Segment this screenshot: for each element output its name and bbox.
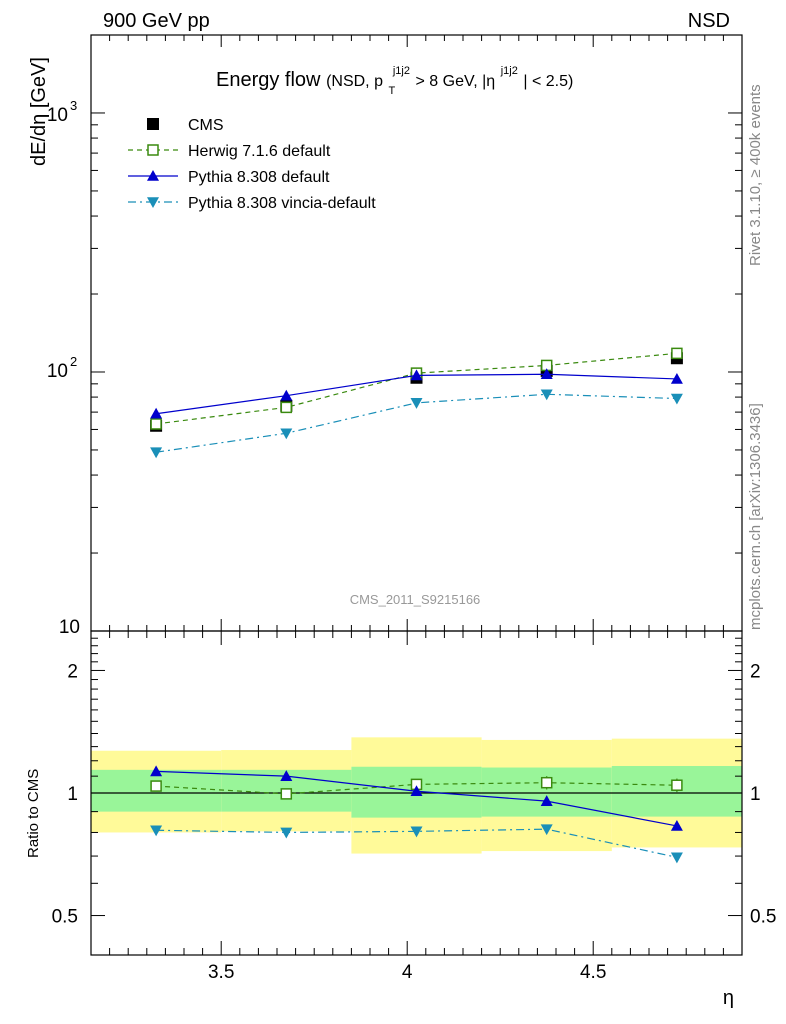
legend-marker-1 (147, 144, 159, 156)
x-axis-label: η (723, 987, 734, 1009)
main-point-3-3 (540, 389, 553, 401)
title-detail-sub: T (389, 85, 396, 97)
watermark: CMS_2011_S9215166 (350, 592, 481, 607)
ratio-y-tick-label-right-2: 2 (750, 661, 761, 682)
title-detail-open: (NSD, p (326, 73, 383, 90)
ratio-point-2-4 (670, 852, 683, 864)
y-tick-label-1000-base: 10 (47, 105, 68, 126)
main-series-line-1 (156, 352, 677, 425)
main-point-2-1 (280, 389, 293, 401)
main-point-2-4 (670, 372, 683, 384)
main-point-1-1 (280, 401, 293, 414)
y-tick-label-1000-exp: 3 (70, 98, 77, 113)
ratio-point-2-3 (540, 824, 553, 836)
main-point-3-1 (280, 428, 293, 440)
ratio-y-tick-label-right-0: 0.5 (750, 907, 776, 928)
main-point-2-3 (540, 368, 553, 380)
main-y-axis-label: dE/dη [GeV] (28, 57, 50, 166)
legend-marker-3 (147, 197, 159, 208)
legend: CMS Herwig 7.1.6 default Pythia 8.308 defa… (128, 117, 376, 212)
x-tick-label-2: 4.5 (580, 962, 606, 983)
y-tick-label-1000: 10 3 (47, 98, 77, 126)
ratio-point-0-0 (150, 780, 162, 792)
main-point-2-0 (150, 407, 163, 419)
ratio-point-1-3 (540, 795, 553, 806)
ratio-point-1-1 (280, 770, 293, 781)
main-point-2-2 (410, 369, 423, 381)
ratio-point-0-4 (671, 779, 683, 791)
ratio-y-tick-label-left-1: 1 (67, 784, 78, 805)
x-tick-label-1: 4 (402, 962, 413, 983)
title-main: Energy flow (216, 69, 321, 91)
ratio-series-layer (150, 765, 683, 864)
ratio-series-line-0 (156, 782, 677, 795)
ratio-point-0-1 (280, 788, 293, 800)
legend-marker-2 (147, 170, 159, 181)
rivet-label: Rivet 3.1.10, ≥ 400k events (747, 84, 764, 266)
y-tick-label-10: 10 (59, 617, 80, 638)
legend-marker-0 (147, 118, 159, 130)
header-right: NSD (688, 10, 730, 32)
x-tick-label-0: 3.5 (208, 962, 234, 983)
main-series-layer (150, 347, 683, 459)
ratio-y-axis-label: Ratio to CMS (25, 769, 42, 858)
ratio-panel: 0.5 0.5 1 1 2 2 3.5 4 4.5 Ratio to CMS η (25, 630, 777, 1009)
ratio-band-stat-3 (481, 767, 612, 817)
main-panel: 10 10 2 10 3 dE/dη [GeV] Energy flow (NS… (28, 34, 743, 638)
title-detail-sup1: j1j2 (392, 65, 410, 77)
ratio-point-0-3 (540, 776, 553, 789)
title-detail-close: | < 2.5) (523, 73, 573, 90)
y-tick-label-100-base: 10 (47, 361, 68, 382)
title-detail-sup2: j1j2 (500, 65, 518, 77)
ratio-ticks (90, 631, 743, 955)
ratio-point-2-1 (280, 827, 293, 839)
ratio-y-tick-label-left-0: 0.5 (52, 907, 78, 928)
legend-label-1: Herwig 7.1.6 default (188, 143, 331, 160)
main-point-3-0 (150, 447, 163, 459)
ratio-y-tick-label-left-2: 2 (67, 661, 78, 682)
mcplots-label: mcplots.cern.ch [arXiv:1306.3436] (747, 403, 764, 630)
legend-label-3: Pythia 8.308 vincia-default (188, 195, 376, 212)
ratio-point-2-2 (410, 826, 423, 838)
ratio-point-2-0 (150, 825, 163, 837)
ratio-point-1-2 (410, 785, 423, 797)
ratio-series-line-2 (156, 828, 678, 858)
legend-label-0: CMS (188, 117, 224, 134)
main-point-1-0 (150, 418, 162, 430)
main-point-1-4 (671, 347, 683, 360)
ratio-point-1-4 (670, 819, 683, 831)
y-tick-label-100-exp: 2 (70, 354, 77, 369)
ratio-y-tick-label-right-1: 1 (750, 784, 761, 805)
main-point-3-2 (410, 398, 423, 409)
y-tick-label-100: 10 2 (47, 354, 77, 382)
ratio-tick-labels: 0.5 0.5 1 1 2 2 3.5 4 4.5 (52, 661, 777, 983)
header-left: 900 GeV pp (103, 10, 210, 32)
main-y-ticks (90, 34, 743, 632)
legend-label-2: Pythia 8.308 default (188, 169, 330, 186)
ratio-point-1-0 (150, 765, 163, 777)
title-detail-mid: > 8 GeV, |η (416, 73, 496, 90)
main-title: Energy flow (NSD, p T j1j2 > 8 GeV, |η j… (216, 57, 573, 99)
main-point-3-4 (670, 393, 683, 405)
